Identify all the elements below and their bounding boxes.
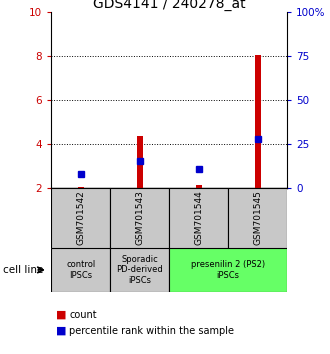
Text: GSM701545: GSM701545	[253, 190, 262, 245]
Bar	[78, 187, 83, 188]
Bar	[255, 55, 261, 188]
Text: percentile rank within the sample: percentile rank within the sample	[69, 326, 234, 336]
Text: control
IPSCs: control IPSCs	[66, 260, 95, 280]
Bar	[137, 136, 143, 188]
Bar	[110, 188, 169, 248]
Bar	[110, 248, 169, 292]
Text: ■: ■	[56, 310, 67, 320]
Text: presenilin 2 (PS2)
iPSCs: presenilin 2 (PS2) iPSCs	[191, 260, 265, 280]
Bar	[51, 248, 110, 292]
Text: GSM701543: GSM701543	[135, 190, 144, 245]
Text: Sporadic
PD-derived
iPSCs: Sporadic PD-derived iPSCs	[116, 255, 163, 285]
Bar	[196, 185, 202, 188]
Bar	[169, 188, 228, 248]
Text: ■: ■	[56, 326, 67, 336]
Title: GDS4141 / 240278_at: GDS4141 / 240278_at	[93, 0, 246, 11]
Text: GSM701542: GSM701542	[76, 190, 85, 245]
Bar	[169, 248, 287, 292]
Text: GSM701544: GSM701544	[194, 190, 203, 245]
Text: cell line: cell line	[3, 265, 44, 275]
Bar	[51, 188, 110, 248]
Bar	[228, 188, 287, 248]
Text: count: count	[69, 310, 97, 320]
